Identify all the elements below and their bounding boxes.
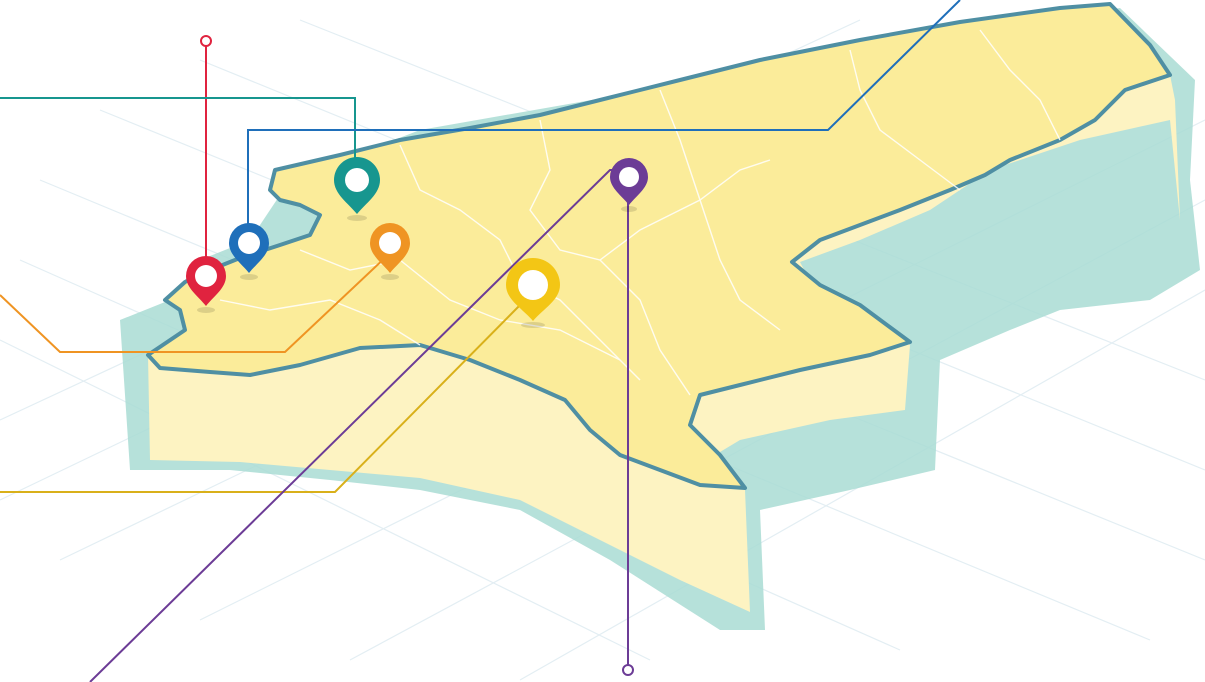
orange-pin-icon[interactable] — [370, 223, 410, 280]
blue-leader-line — [247, 0, 961, 228]
teal-leader-line — [0, 97, 356, 160]
district-lines — [219, 29, 1061, 396]
red-line-endpoint — [200, 35, 212, 47]
yellow-pin-icon[interactable] — [506, 258, 560, 328]
red-pin-icon[interactable] — [186, 256, 226, 313]
orange-leader-line — [0, 254, 389, 353]
leader-lines — [0, 0, 961, 682]
yellow-leader-line — [0, 299, 526, 493]
purple-line-endpoint — [622, 664, 634, 676]
purple-pin-icon[interactable] — [610, 158, 648, 212]
blue-pin-icon[interactable] — [229, 223, 269, 280]
teal-pin-icon[interactable] — [334, 157, 380, 221]
map-land — [146, 2, 1172, 490]
